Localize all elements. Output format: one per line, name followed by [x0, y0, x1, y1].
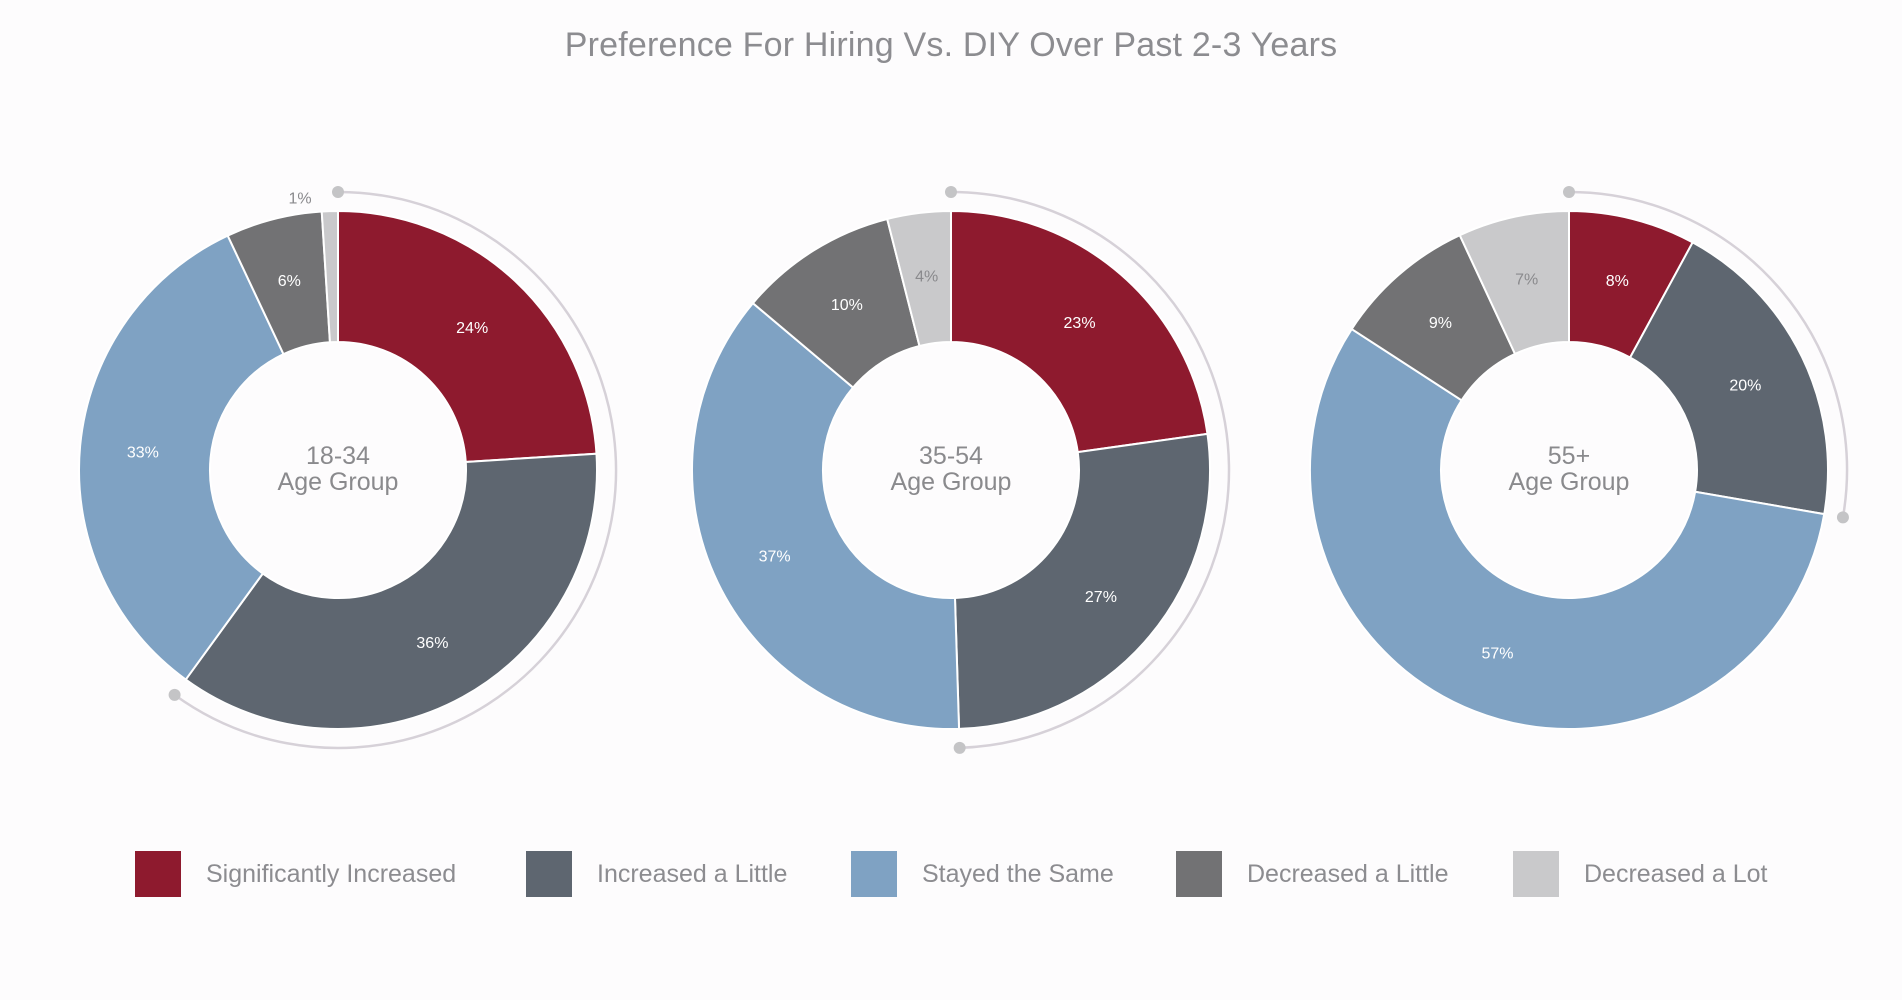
slice-label-decreased-a-lot: 7% — [1515, 272, 1538, 289]
slice-label-significantly-increased: 23% — [1064, 315, 1096, 332]
highlight-arc-start-dot — [1563, 186, 1575, 198]
slice-stayed-the-same — [78, 234, 285, 681]
slice-label-decreased-a-lot: 1% — [289, 191, 312, 208]
legend-item-decreased-a-lot: Decreased a Lot — [1513, 850, 1767, 898]
legend-swatch — [135, 851, 181, 897]
center-label-age-group: Age Group — [1509, 468, 1630, 496]
slice-decreased-a-lot — [885, 209, 952, 348]
highlight-arc-end-dot — [953, 741, 966, 754]
slice-label-decreased-a-little: 10% — [831, 297, 863, 314]
highlight-arc-start-dot — [332, 186, 344, 198]
slice-decreased-a-lot — [1458, 209, 1570, 356]
center-label-age-range: 18-34 — [306, 442, 370, 470]
highlight-arc — [173, 190, 618, 750]
slice-stayed-the-same — [1309, 327, 1826, 730]
legend-swatch — [851, 851, 897, 897]
center-label-age-group: Age Group — [891, 468, 1012, 496]
legend-swatch — [526, 851, 572, 897]
legend-item-increased-a-little: Increased a Little — [526, 850, 787, 898]
legend-swatch — [1513, 851, 1559, 897]
slice-label-stayed-the-same: 57% — [1482, 646, 1514, 663]
slice-label-significantly-increased: 8% — [1606, 273, 1629, 290]
center-label-age-range: 55+ — [1548, 442, 1590, 470]
slice-label-significantly-increased: 24% — [456, 320, 488, 337]
legend-label: Stayed the Same — [922, 859, 1114, 888]
legend-label: Increased a Little — [597, 859, 788, 888]
legend-item-stayed-the-same: Stayed the Same — [851, 850, 1114, 898]
legend-swatch — [1176, 851, 1222, 897]
highlight-arc — [950, 190, 1231, 750]
legend-item-decreased-a-little: Decreased a Little — [1176, 850, 1449, 898]
highlight-arc — [1568, 190, 1849, 518]
slice-stayed-the-same — [691, 301, 961, 730]
legend: Significantly Increased Increased a Littl… — [0, 850, 1902, 898]
slice-increased-a-little — [184, 452, 598, 730]
slice-label-increased-a-little: 36% — [416, 635, 448, 652]
chart-title: Preference For Hiring Vs. DIY Over Past … — [564, 26, 1338, 64]
slice-decreased-a-lot — [320, 209, 339, 344]
slice-label-decreased-a-little: 6% — [278, 273, 301, 290]
slice-increased-a-little — [1628, 241, 1829, 516]
legend-label: Decreased a Lot — [1584, 859, 1768, 888]
center-label-age-range: 35-54 — [919, 442, 983, 470]
slice-label-increased-a-little: 27% — [1085, 589, 1117, 606]
highlight-arc-end-dot — [1836, 511, 1849, 524]
slice-label-stayed-the-same: 33% — [127, 445, 159, 462]
slice-label-decreased-a-lot: 4% — [915, 269, 938, 286]
slice-significantly-increased — [950, 209, 1209, 454]
slice-significantly-increased — [337, 209, 598, 464]
slice-label-increased-a-little: 20% — [1729, 378, 1761, 395]
slice-label-decreased-a-little: 9% — [1429, 315, 1452, 332]
donut-chart-3: 8% 20% 57% 9% 7% 55+Age Group — [1309, 186, 1849, 730]
legend-label: Decreased a Little — [1247, 859, 1449, 888]
center-label-age-group: Age Group — [278, 468, 399, 496]
slice-increased-a-little — [953, 432, 1211, 730]
slice-label-stayed-the-same: 37% — [759, 548, 791, 565]
legend-item-significantly-increased: Significantly Increased — [135, 850, 456, 898]
highlight-arc-end-dot — [168, 688, 181, 701]
legend-label: Significantly Increased — [206, 859, 457, 888]
highlight-arc-start-dot — [945, 186, 957, 198]
